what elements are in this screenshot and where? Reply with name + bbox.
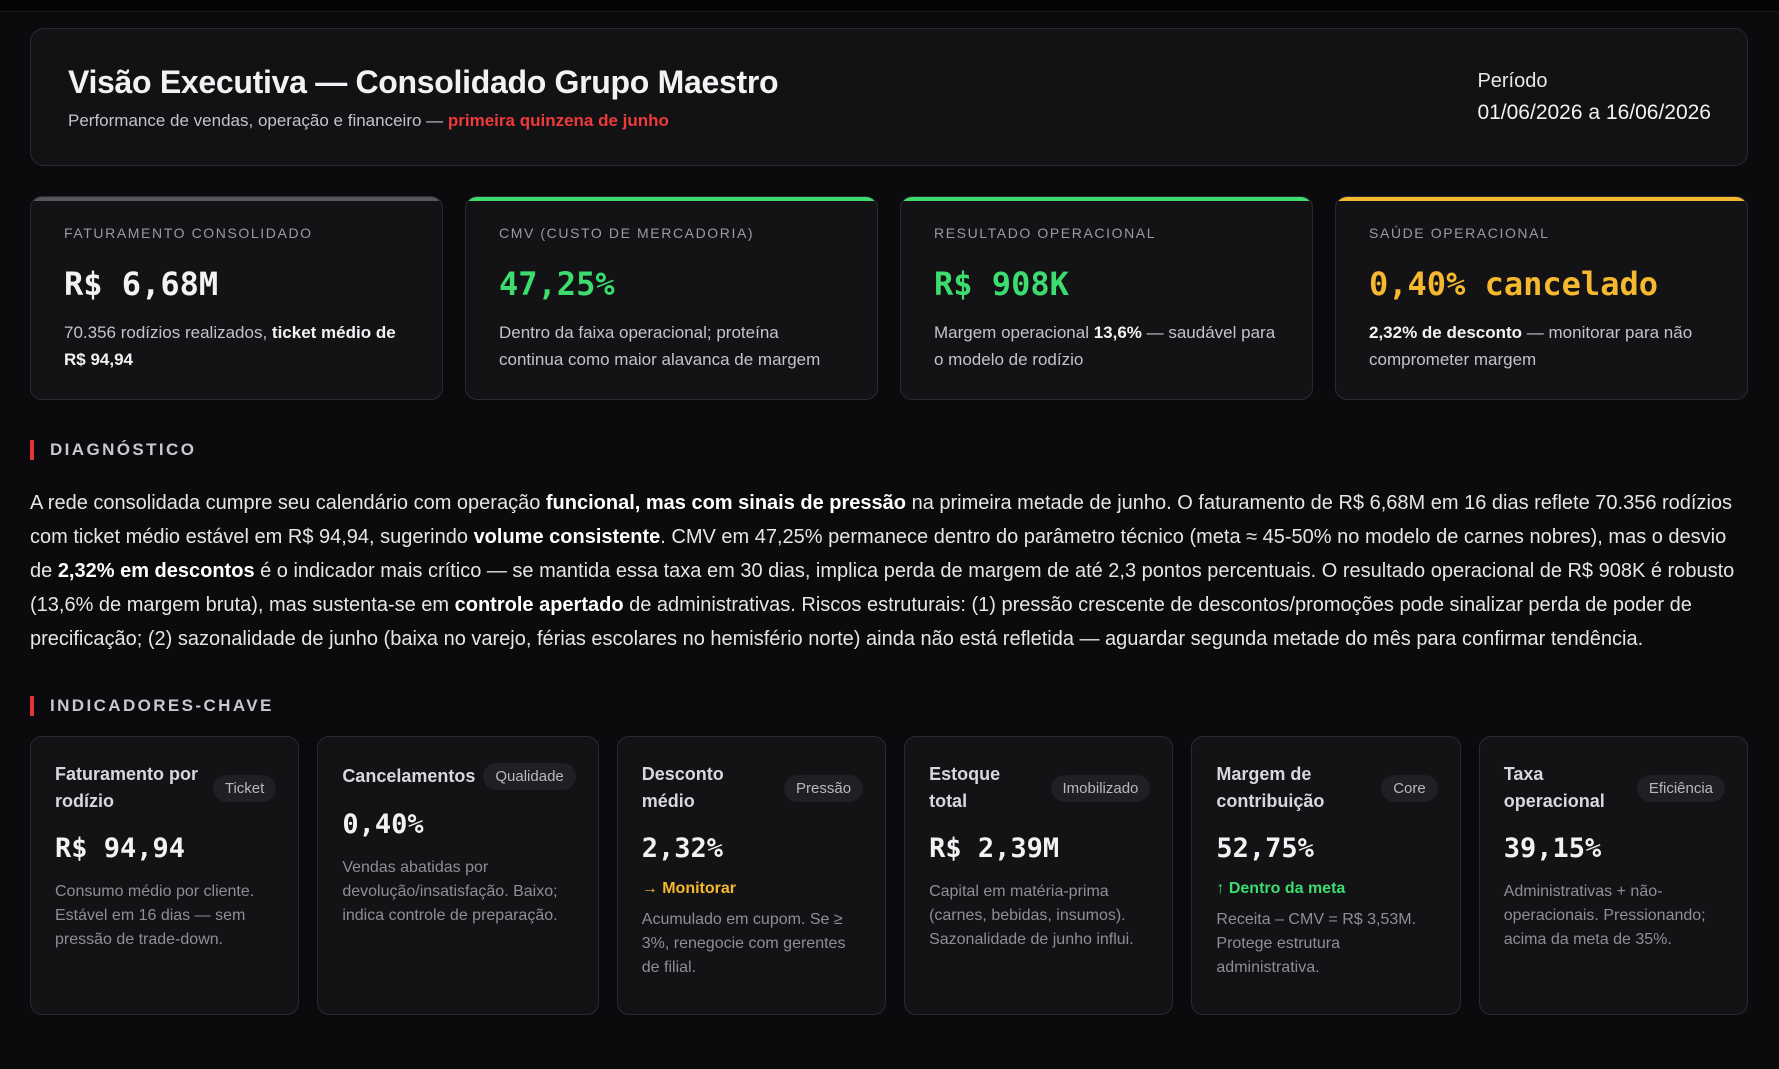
- section-title-diagnostico: DIAGNÓSTICO: [30, 440, 1748, 460]
- kpi-row: FATURAMENTO CONSOLIDADO R$ 6,68M 70.356 …: [30, 196, 1748, 400]
- indicator-card: Desconto médio Pressão 2,32% → Monitorar…: [616, 736, 887, 1015]
- diag-text: de administrativas. Riscos estruturais: …: [30, 594, 1692, 650]
- indicator-row: Faturamento por rodízio Ticket R$ 94,94 …: [30, 736, 1749, 1015]
- kpi-desc-text: Dentro da faixa operacional; proteína co…: [499, 323, 821, 369]
- indicator-header: Taxa operacional Eficiência: [1503, 761, 1726, 815]
- kpi-description: Margem operacional 13,6% — saudável para…: [934, 319, 1280, 373]
- indicator-value: 0,40%: [342, 809, 424, 840]
- kpi-card: RESULTADO OPERACIONAL R$ 908K Margem ope…: [900, 196, 1313, 400]
- indicator-card: Cancelamentos Qualidade 0,40% Vendas aba…: [317, 736, 599, 1015]
- indicator-header: Cancelamentos Qualidade: [342, 761, 576, 791]
- indicator-header: Estoque total Imobilizado: [929, 761, 1151, 815]
- page-title: Visão Executiva — Consolidado Grupo Maes…: [68, 63, 779, 100]
- kpi-desc-bold: 13,6%: [1093, 323, 1142, 342]
- indicator-name: Taxa operacional: [1503, 764, 1605, 811]
- kpi-desc-text-post: — monitorar para não comprometer margem: [1369, 323, 1693, 369]
- diag-text: na primeira metade de junho. O faturamen…: [30, 492, 1733, 548]
- indicator-value: 2,32%: [641, 833, 724, 864]
- kpi-desc-bold: 2,32% de desconto: [1369, 323, 1523, 342]
- top-bar: [0, 0, 1779, 12]
- kpi-card: SAÚDE OPERACIONAL 0,40% cancelado 2,32% …: [1335, 196, 1748, 400]
- dashboard: Visão Executiva — Consolidado Grupo Maes…: [30, 28, 1749, 1015]
- diag-emphasis: 2,32% em descontos: [57, 560, 255, 582]
- kpi-label: FATURAMENTO CONSOLIDADO: [64, 225, 313, 241]
- indicator-description: Administrativas + não-operacionais. Pres…: [1503, 883, 1706, 948]
- kpi-desc-text-post: — saudável para o modelo de rodízio: [934, 323, 1276, 369]
- indicator-tag: Ticket: [212, 774, 277, 802]
- indicator-description: Vendas abatidas por devolução/insatisfaç…: [342, 859, 558, 924]
- indicator-status: ↑ Dentro da meta: [1216, 880, 1346, 897]
- subtitle-highlight: primeira quinzena de junho: [447, 110, 669, 130]
- indicator-value: 39,15%: [1503, 833, 1602, 864]
- diag-text: é o indicador mais crítico — se mantida …: [30, 560, 1735, 616]
- indicator-tag: Qualidade: [483, 762, 576, 790]
- indicator-header: Faturamento por rodízio Ticket: [55, 761, 277, 815]
- indicator-name: Margem de contribuição: [1216, 764, 1325, 811]
- diagnostic-paragraph: A rede consolidada cumpre seu calendário…: [30, 486, 1748, 656]
- kpi-value: 47,25%: [499, 265, 615, 303]
- indicator-description: Acumulado em cupom. Se ≥ 3%, renegocie c…: [641, 911, 846, 976]
- indicator-description: Consumo médio por cliente. Estável em 16…: [55, 883, 255, 948]
- diag-emphasis: funcional, mas com sinais de pressão: [545, 492, 907, 514]
- indicator-name: Estoque total: [929, 764, 1001, 811]
- section-title-text: INDICADORES-CHAVE: [50, 696, 274, 715]
- indicator-tag: Imobilizado: [1050, 774, 1151, 802]
- indicator-card: Estoque total Imobilizado R$ 2,39M Capit…: [904, 736, 1174, 1015]
- page-subtitle: Performance de vendas, operação e financ…: [68, 111, 778, 131]
- indicator-header: Desconto médio Pressão: [641, 761, 864, 815]
- kpi-value: R$ 908K: [934, 265, 1069, 303]
- indicator-name: Cancelamentos: [342, 765, 476, 786]
- kpi-description: Dentro da faixa operacional; proteína co…: [499, 319, 845, 373]
- indicator-status: → Monitorar: [641, 880, 736, 897]
- kpi-description: 70.356 rodízios realizados, ticket médio…: [64, 319, 410, 373]
- period-label: Período: [1477, 69, 1548, 92]
- diag-text: . CMV em 47,25% permanece dentro do parâ…: [30, 526, 1727, 582]
- section-marker: [30, 696, 34, 716]
- indicator-description: Receita – CMV = R$ 3,53M. Protege estrut…: [1216, 911, 1417, 976]
- indicator-card: Margem de contribuição Core 52,75% ↑ Den…: [1191, 736, 1461, 1015]
- indicator-name: Desconto médio: [641, 764, 724, 811]
- kpi-label: RESULTADO OPERACIONAL: [934, 225, 1157, 241]
- section-title-text: DIAGNÓSTICO: [50, 440, 197, 459]
- kpi-label: SAÚDE OPERACIONAL: [1369, 225, 1550, 241]
- indicator-description: Capital em matéria-prima (carnes, bebida…: [929, 883, 1134, 948]
- kpi-card: CMV (CUSTO DE MERCADORIA) 47,25% Dentro …: [465, 196, 878, 400]
- diag-emphasis: volume consistente: [473, 526, 661, 548]
- kpi-value: 0,40% cancelado: [1369, 265, 1658, 303]
- indicator-tag: Pressão: [784, 774, 864, 802]
- period-info: Período 01/06/2026 a 16/06/2026: [1477, 70, 1711, 125]
- period-value: 01/06/2026 a 16/06/2026: [1477, 100, 1711, 124]
- header-titles: Visão Executiva — Consolidado Grupo Maes…: [68, 63, 779, 131]
- indicator-header: Margem de contribuição Core: [1216, 761, 1438, 815]
- indicator-card: Taxa operacional Eficiência 39,15% Admin…: [1478, 736, 1749, 1015]
- kpi-value: R$ 6,68M: [64, 265, 219, 303]
- section-title-indicadores: INDICADORES-CHAVE: [30, 696, 1748, 716]
- diag-text: A rede consolidada cumpre seu calendário…: [30, 492, 546, 514]
- kpi-desc-bold: ticket médio de R$ 94,94: [64, 323, 396, 369]
- indicator-card: Faturamento por rodízio Ticket R$ 94,94 …: [30, 736, 300, 1015]
- diag-emphasis: controle apertado: [454, 594, 624, 616]
- kpi-desc-text: 70.356 rodízios realizados,: [64, 323, 272, 342]
- subtitle-text: Performance de vendas, operação e financ…: [68, 110, 448, 130]
- kpi-label: CMV (CUSTO DE MERCADORIA): [499, 225, 755, 241]
- indicator-value: 52,75%: [1216, 833, 1314, 864]
- kpi-description: 2,32% de desconto — monitorar para não c…: [1369, 319, 1715, 373]
- page-header: Visão Executiva — Consolidado Grupo Maes…: [30, 28, 1748, 166]
- indicator-tag: Eficiência: [1636, 774, 1726, 802]
- kpi-card: FATURAMENTO CONSOLIDADO R$ 6,68M 70.356 …: [30, 196, 443, 400]
- indicator-tag: Core: [1381, 774, 1438, 802]
- kpi-desc-text: Margem operacional: [934, 323, 1094, 342]
- indicator-value: R$ 94,94: [55, 833, 186, 864]
- section-marker: [30, 440, 34, 460]
- indicator-value: R$ 2,39M: [929, 833, 1060, 864]
- indicator-name: Faturamento por rodízio: [55, 764, 199, 811]
